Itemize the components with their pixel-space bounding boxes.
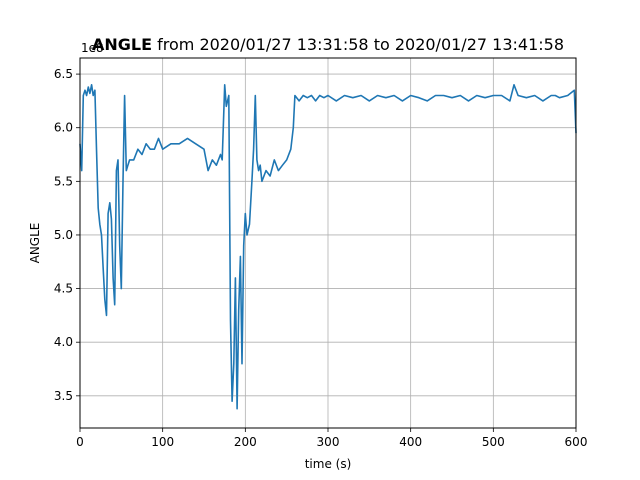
y-tick-label: 5.5 (54, 174, 73, 188)
y-tick-label: 4.0 (54, 335, 73, 349)
x-tick-label: 0 (76, 435, 84, 449)
x-axis: 0 100 200 300 400 500 600 (76, 428, 587, 449)
y-tick-label: 5.0 (54, 228, 73, 242)
y-tick-label: 4.5 (54, 282, 73, 296)
chart-title-rest: from 2020/01/27 13:31:58 to 2020/01/27 1… (152, 35, 564, 54)
y-tick-label: 6.5 (54, 67, 73, 81)
x-tick-label: 400 (399, 435, 422, 449)
x-tick-label: 600 (565, 435, 588, 449)
chart-title-bold: ANGLE (92, 35, 152, 54)
x-tick-label: 300 (317, 435, 340, 449)
grid (79, 58, 577, 428)
x-tick-label: 100 (151, 435, 174, 449)
offset-label: 1e8 (81, 41, 104, 55)
y-tick-label: 6.0 (54, 121, 73, 135)
x-tick-label: 200 (234, 435, 257, 449)
y-tick-label: 3.5 (54, 389, 73, 403)
y-axis-label: ANGLE (28, 223, 42, 264)
x-tick-label: 500 (482, 435, 505, 449)
series-group (79, 84, 577, 410)
x-axis-label: time (s) (305, 457, 352, 471)
y-axis: 3.5 4.0 4.5 5.0 5.5 6.0 6.5 (54, 67, 80, 403)
series-line (79, 84, 577, 410)
chart-title: ANGLE from 2020/01/27 13:31:58 to 2020/0… (92, 35, 564, 54)
